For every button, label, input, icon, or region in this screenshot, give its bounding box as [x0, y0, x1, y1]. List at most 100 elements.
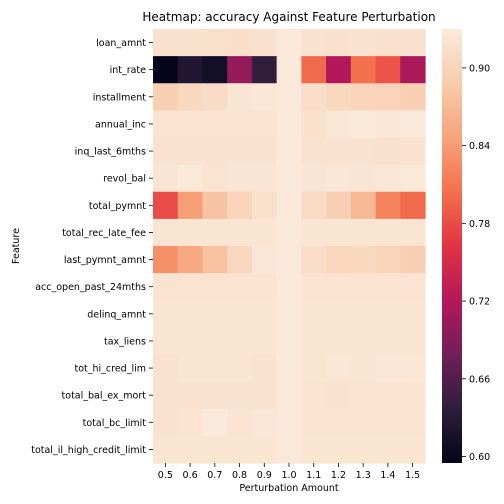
heatmap-cell: [276, 137, 302, 166]
heatmap-cell: [153, 300, 179, 328]
heatmap-cell: [276, 246, 302, 274]
heatmap-cell: [326, 110, 352, 139]
heatmap-cell: [326, 408, 352, 437]
colorbar: [442, 29, 462, 463]
heatmap-cell: [227, 381, 253, 410]
heatmap-cell: [153, 164, 179, 193]
heatmap-cell: [301, 354, 327, 383]
heatmap-cell: [400, 300, 426, 328]
heatmap-cell: [375, 381, 401, 410]
heatmap-cell: [177, 137, 204, 166]
y-tick-labels: loan_amnt int_rate installment annual_incin…: [31, 38, 153, 456]
heatmap-cell: [251, 273, 278, 301]
y-tick-label: total_bal_ex_mort: [62, 391, 147, 402]
colorbar-tick-label: 0.84: [469, 141, 490, 152]
heatmap-cell: [350, 56, 377, 84]
heatmap-cell: [251, 110, 278, 139]
heatmap-cell: [326, 435, 352, 464]
heatmap-cell: [251, 300, 278, 328]
heatmap-cell: [153, 381, 179, 410]
x-tick-label: 1.1: [306, 470, 321, 481]
heatmap-cell: [350, 110, 377, 139]
heatmap-cell: [251, 164, 278, 193]
heatmap-cell: [375, 137, 401, 166]
heatmap-cell: [276, 29, 302, 57]
heatmap-cell: [350, 435, 377, 464]
x-tick-labels: 0.5 0.6 0.7 0.8 0.9 1.0 1.1 1.2 1.3 1.4 1.5: [158, 463, 420, 481]
heatmap-cell: [153, 137, 179, 166]
y-tick-label: last_pymnt_amnt: [64, 255, 146, 266]
heatmap-cell: [202, 191, 228, 220]
colorbar-tick-label: 0.66: [469, 374, 490, 385]
heatmap-cell: [202, 381, 228, 410]
heatmap-cell: [202, 246, 228, 274]
heatmap-cell: [276, 56, 302, 84]
heatmap-cell: [375, 164, 401, 193]
heatmap-cell: [153, 327, 179, 356]
x-tick-label: 1.3: [356, 470, 371, 481]
heatmap-cell: [177, 191, 204, 220]
heatmap-cell: [375, 435, 401, 464]
colorbar-tick-label: 0.78: [469, 219, 490, 230]
heatmap-cell: [227, 137, 253, 166]
heatmap-cell: [227, 164, 253, 193]
heatmap-cell: [400, 56, 426, 84]
heatmap-cell: [251, 381, 278, 410]
heatmap-cell: [326, 354, 352, 383]
heatmap-cell: [350, 381, 377, 410]
colorbar-tick-label: 0.90: [469, 63, 490, 74]
heatmap-cell: [276, 164, 302, 193]
heatmap-cell: [153, 408, 179, 437]
heatmap-cell: [227, 246, 253, 274]
x-tick-label: 0.9: [257, 470, 272, 481]
heatmap-cell: [202, 137, 228, 166]
heatmap-cell: [301, 110, 327, 139]
heatmap-cell: [350, 164, 377, 193]
heatmap-cell: [350, 327, 377, 356]
heatmap-cell: [375, 408, 401, 437]
y-tick-label: annual_inc: [95, 119, 146, 130]
heatmap-cell: [202, 300, 228, 328]
heatmap-cell: [227, 354, 253, 383]
heatmap-cell: [400, 246, 426, 274]
heatmap-cell: [375, 110, 401, 139]
y-tick-label: tax_liens: [104, 336, 146, 347]
heatmap-cell: [375, 218, 401, 247]
heatmap-cell: [350, 273, 377, 301]
x-tick-label: 1.5: [405, 470, 420, 481]
heatmap-cell: [227, 300, 253, 328]
heatmap-cell: [202, 218, 228, 247]
y-tick-label: inq_last_6mths: [75, 147, 146, 158]
heatmap-cell: [301, 381, 327, 410]
heatmap-cell: [153, 29, 179, 57]
heatmap-cell: [301, 83, 327, 111]
heatmap-cell: [276, 300, 302, 328]
heatmap-cell: [251, 327, 278, 356]
heatmap-cell: [350, 408, 377, 437]
y-tick-label: int_rate: [110, 65, 147, 76]
heatmap-cell: [301, 164, 327, 193]
heatmap-cell: [400, 435, 426, 464]
heatmap-cell: [177, 273, 204, 301]
heatmap-cell: [153, 83, 179, 111]
y-tick-label: revol_bal: [103, 174, 146, 185]
heatmap-cell: [251, 137, 278, 166]
heatmap-cell: [400, 29, 426, 57]
heatmap-cell: [177, 83, 204, 111]
heatmap-cell: [227, 110, 253, 139]
heatmap-cell: [276, 408, 302, 437]
heatmap-cell: [326, 273, 352, 301]
y-tick-label: total_bc_limit: [83, 418, 147, 429]
heatmap-cell: [350, 191, 377, 220]
heatmap-cell: [375, 56, 401, 84]
heatmap-cell: [227, 29, 253, 57]
heatmap-cell: [177, 110, 204, 139]
heatmap-cell: [375, 273, 401, 301]
x-tick-label: 1.2: [331, 470, 346, 481]
heatmap-cell: [202, 164, 228, 193]
heatmap-cell: [301, 408, 327, 437]
heatmap-cell: [326, 246, 352, 274]
heatmap-cell: [177, 56, 204, 84]
heatmap-cell: [177, 29, 204, 57]
